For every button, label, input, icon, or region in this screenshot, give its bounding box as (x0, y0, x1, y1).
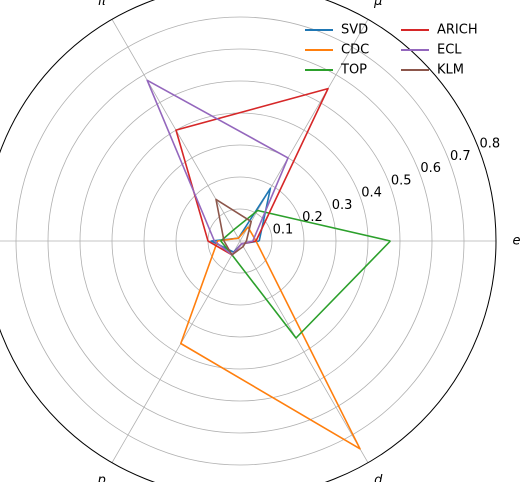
grid-ring-6 (15, 16, 465, 466)
tick-label-1: 0.2 (302, 210, 323, 225)
axis-label-4: p (97, 473, 106, 482)
grid-ring-2 (143, 144, 337, 338)
grid-ring-4 (79, 80, 401, 402)
legend-label-klm: KLM (437, 63, 464, 78)
tick-label-layer: 0.1 0.2 0.3 0.4 0.5 0.6 0.7 0.8 (273, 137, 501, 238)
legend-label-cdc: CDC (341, 43, 369, 58)
series-line-top (220, 209, 391, 339)
axis-label-0: e (512, 234, 520, 249)
axis-label-layer: eμπKpd (97, 0, 521, 482)
legend-label-svd: SVD (341, 23, 368, 38)
axis-label-5: d (374, 473, 383, 482)
legend-label-top: TOP (340, 63, 367, 78)
tick-label-0: 0.1 (273, 222, 294, 237)
tick-label-6: 0.7 (450, 149, 471, 164)
tick-label-5: 0.6 (420, 161, 441, 176)
legend-label-arich: ARICH (437, 23, 478, 38)
axis-label-2: π (98, 0, 106, 9)
grid-ring-1 (175, 176, 305, 306)
tick-label-2: 0.3 (332, 198, 353, 213)
series-line-cdc (180, 226, 361, 450)
tick-label-7: 0.8 (480, 137, 501, 152)
series-layer (146, 79, 391, 450)
series-line-klm (215, 198, 252, 256)
grid-layer (0, 0, 497, 482)
axis-label-1: μ (373, 0, 382, 9)
outer-frame (0, 0, 497, 482)
legend-label-ecl: ECL (437, 43, 462, 58)
tick-label-4: 0.5 (391, 173, 412, 188)
grid-ring-5 (47, 48, 433, 434)
legend: SVD CDC TOP ARICH ECL KLM (305, 23, 478, 78)
series-line-ecl (146, 79, 289, 256)
tick-label-3: 0.4 (361, 186, 382, 201)
